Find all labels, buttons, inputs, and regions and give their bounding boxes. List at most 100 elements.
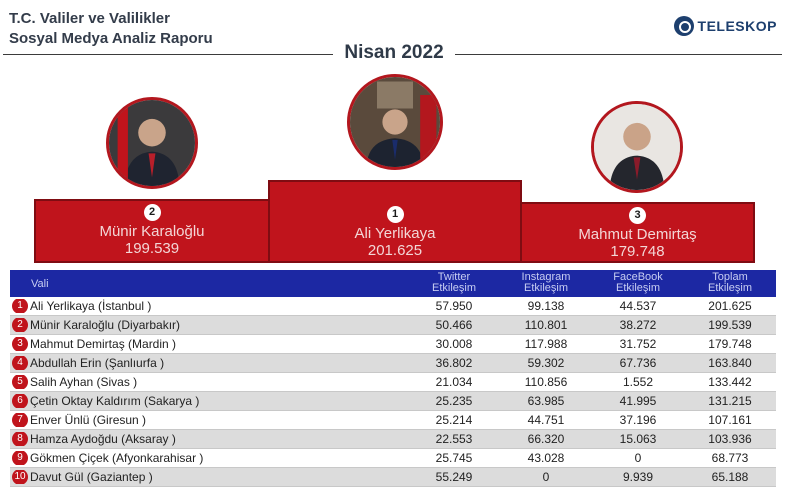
cell-facebook: 0: [634, 451, 642, 465]
divider-right: [455, 54, 782, 55]
table-row: 2 Münir Karaloğlu (Diyarbakır) 50.466 110.8…: [10, 316, 776, 335]
table-row: 5 Salih Ayhan (Sivas ) 21.034 110.856 1.552 1…: [10, 373, 776, 392]
table-body: 1 Ali Yerlikaya (İstanbul ) 57.950 99.138 44…: [10, 297, 776, 487]
table-row: 3 Mahmut Demirtaş (Mardin ) 30.008 117.988 3…: [10, 335, 776, 354]
governor-name: Münir Karaloğlu (Diyarbakır): [30, 318, 181, 332]
cell-twitter: 25.745: [435, 451, 473, 465]
podium-rank-3: 3 Mahmut Demirtaş 179.748: [520, 202, 755, 263]
table-row: 10 Davut Gül (Gaziantep ) 55.249 0 9.939 65.1…: [10, 468, 776, 487]
brand-logo: TELESKOP: [673, 16, 777, 36]
cell-vali: 6 Çetin Oktay Kaldırım (Sakarya ): [10, 394, 408, 408]
cell-facebook: 31.752: [619, 337, 657, 351]
col-header-sublabel: Etkileşim: [431, 282, 476, 294]
col-header-label: Vali: [31, 277, 49, 290]
cell-total: 131.215: [708, 394, 752, 408]
governor-name: Hamza Aydoğdu (Aksaray ): [30, 432, 176, 446]
cell-facebook: 67.736: [619, 356, 657, 370]
cell-facebook: 37.196: [619, 413, 657, 427]
podium-rank-badge: 2: [143, 204, 161, 221]
cell-vali: 3 Mahmut Demirtaş (Mardin ): [10, 337, 408, 351]
cell-instagram: 44.751: [527, 413, 565, 427]
cell-vali: 2 Münir Karaloğlu (Diyarbakır): [10, 318, 408, 332]
rank-badge: 3: [12, 337, 28, 351]
podium-rank-2: 2 Münir Karaloğlu 199.539: [34, 199, 270, 263]
cell-vali: 10 Davut Gül (Gaziantep ): [10, 470, 408, 484]
col-header-total: Toplam Etkileşim: [684, 270, 776, 297]
governor-name: Çetin Oktay Kaldırım (Sakarya ): [30, 394, 200, 408]
table-row: 7 Enver Ünlü (Giresun ) 25.214 44.751 37.196…: [10, 411, 776, 430]
cell-twitter: 25.214: [435, 413, 473, 427]
table-row: 4 Abdullah Erin (Şanlıurfa ) 36.802 59.302 6…: [10, 354, 776, 373]
cell-instagram: 117.988: [524, 337, 568, 351]
cell-total: 163.840: [708, 356, 752, 370]
table-row: 8 Hamza Aydoğdu (Aksaray ) 22.553 66.320 15.…: [10, 430, 776, 449]
cell-twitter: 22.553: [435, 432, 473, 446]
governor-name: Salih Ayhan (Sivas ): [30, 375, 138, 389]
podium-value: 199.539: [124, 240, 180, 257]
cell-twitter: 21.034: [435, 375, 473, 389]
report-title: T.C. Valiler ve Valilikler Sosyal Medya …: [9, 9, 213, 49]
col-header-sublabel: Etkileşim: [615, 282, 660, 294]
podium-name: Mahmut Demirtaş: [578, 226, 697, 243]
col-header-vali: Vali: [10, 270, 408, 297]
cell-total: 201.625: [708, 299, 752, 313]
cell-twitter: 36.802: [435, 356, 473, 370]
table-row: 1 Ali Yerlikaya (İstanbul ) 57.950 99.138 44…: [10, 297, 776, 316]
cell-total: 107.161: [708, 413, 752, 427]
cell-vali: 4 Abdullah Erin (Şanlıurfa ): [10, 356, 408, 370]
cell-total: 68.773: [711, 451, 749, 465]
podium-name: Münir Karaloğlu: [99, 223, 205, 240]
governor-name: Mahmut Demirtaş (Mardin ): [30, 337, 177, 351]
cell-vali: 7 Enver Ünlü (Giresun ): [10, 413, 408, 427]
col-header-sublabel: Etkileşim: [707, 282, 752, 294]
cell-instagram: 43.028: [527, 451, 565, 465]
rank-badge: 8: [12, 432, 28, 446]
col-header-facebook: FaceBook Etkileşim: [592, 270, 684, 297]
cell-facebook: 38.272: [619, 318, 657, 332]
table-row: 9 Gökmen Çiçek (Afyonkarahisar ) 25.745 43.…: [10, 449, 776, 468]
divider-left: [3, 54, 333, 55]
table-header: Vali Twitter Etkileşim Instagram Etkileşim…: [10, 270, 776, 297]
governor-name: Davut Gül (Gaziantep ): [30, 470, 153, 484]
rank-badge: 2: [12, 318, 28, 332]
rank-badge: 4: [12, 356, 28, 370]
cell-total: 199.539: [708, 318, 752, 332]
governor-name: Ali Yerlikaya (İstanbul ): [30, 299, 152, 313]
cell-instagram: 63.985: [527, 394, 565, 408]
cell-twitter: 55.249: [435, 470, 473, 484]
rank-badge: 1: [12, 299, 28, 313]
col-header-instagram: Instagram Etkileşim: [500, 270, 592, 297]
cell-vali: 5 Salih Ayhan (Sivas ): [10, 375, 408, 389]
col-header-label: Toplam: [712, 271, 748, 283]
col-header-label: FaceBook: [613, 271, 663, 283]
cell-instagram: 66.320: [527, 432, 565, 446]
ranking-table: Vali Twitter Etkileşim Instagram Etkileşim…: [10, 270, 776, 487]
report-period: Nisan 2022: [344, 42, 444, 63]
cell-instagram: 110.856: [524, 375, 568, 389]
cell-facebook: 44.537: [619, 299, 657, 313]
report-title-line1: T.C. Valiler ve Valilikler: [9, 10, 170, 27]
cell-facebook: 41.995: [619, 394, 657, 408]
governor-name: Gökmen Çiçek (Afyonkarahisar ): [30, 451, 204, 465]
telescope-logo-icon: [673, 16, 694, 36]
cell-instagram: 59.302: [527, 356, 565, 370]
brand-name: TELESKOP: [697, 18, 777, 34]
cell-instagram: 0: [542, 470, 550, 484]
cell-twitter: 30.008: [435, 337, 473, 351]
cell-twitter: 50.466: [435, 318, 473, 332]
cell-total: 133.442: [708, 375, 752, 389]
cell-instagram: 110.801: [524, 318, 568, 332]
cell-total: 65.188: [711, 470, 749, 484]
cell-facebook: 1.552: [622, 375, 654, 389]
table-row: 6 Çetin Oktay Kaldırım (Sakarya ) 25.235 63…: [10, 392, 776, 411]
podium-rank-badge: 3: [629, 207, 646, 224]
portrait-rank-1: [347, 74, 443, 170]
col-header-label: Twitter: [437, 271, 471, 283]
col-header-twitter: Twitter Etkileşim: [408, 270, 500, 297]
cell-twitter: 25.235: [435, 394, 473, 408]
cell-instagram: 99.138: [527, 299, 565, 313]
cell-facebook: 9.939: [622, 470, 654, 484]
podium-name: Ali Yerlikaya: [354, 225, 436, 242]
cell-facebook: 15.063: [619, 432, 657, 446]
podium-value: 201.625: [367, 242, 423, 259]
